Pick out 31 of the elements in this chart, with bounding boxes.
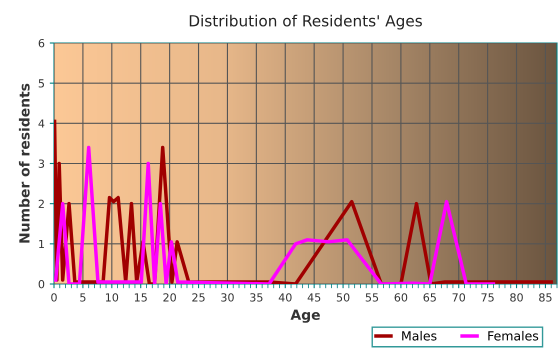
- line-series: [54, 146, 496, 284]
- x-tick-label: 50: [336, 293, 350, 302]
- x-tick-label: 30: [221, 293, 234, 302]
- x-tick-label: 40: [278, 293, 292, 302]
- y-tick-label: 2: [38, 200, 44, 208]
- y-tick-label: 3: [38, 159, 44, 168]
- y-tick-label: 4: [38, 119, 44, 128]
- x-tick-label: 35: [250, 293, 262, 302]
- x-axis-title: Age: [290, 310, 320, 323]
- y-axis-title: Number of residents: [18, 84, 30, 243]
- legend-label: Females: [488, 330, 538, 341]
- x-tick-label: 80: [510, 293, 523, 302]
- x-tick-label: 45: [308, 293, 320, 302]
- y-tick-label: 1: [39, 240, 44, 248]
- y-tick-label: 0: [38, 280, 44, 288]
- x-tick-label: 0: [51, 293, 57, 302]
- x-tick-label: 65: [424, 293, 436, 302]
- x-tick-label: 60: [394, 293, 408, 302]
- x-tick-label: 25: [192, 293, 205, 302]
- x-tick-label: 15: [134, 293, 147, 302]
- y-tick-label: 6: [38, 38, 44, 48]
- legend-label: Males: [402, 330, 436, 341]
- x-tick-label: 85: [539, 293, 552, 302]
- x-tick-label: 70: [452, 293, 466, 302]
- x-tick-label: 10: [106, 293, 118, 302]
- chart-title: Distribution of Residents' Ages: [190, 14, 422, 30]
- x-tick-label: 5: [80, 293, 86, 302]
- x-tick-label: 20: [163, 293, 176, 302]
- x-tick-label: 75: [481, 293, 494, 302]
- y-tick-label: 5: [38, 79, 44, 88]
- x-tick-label: 55: [366, 293, 378, 302]
